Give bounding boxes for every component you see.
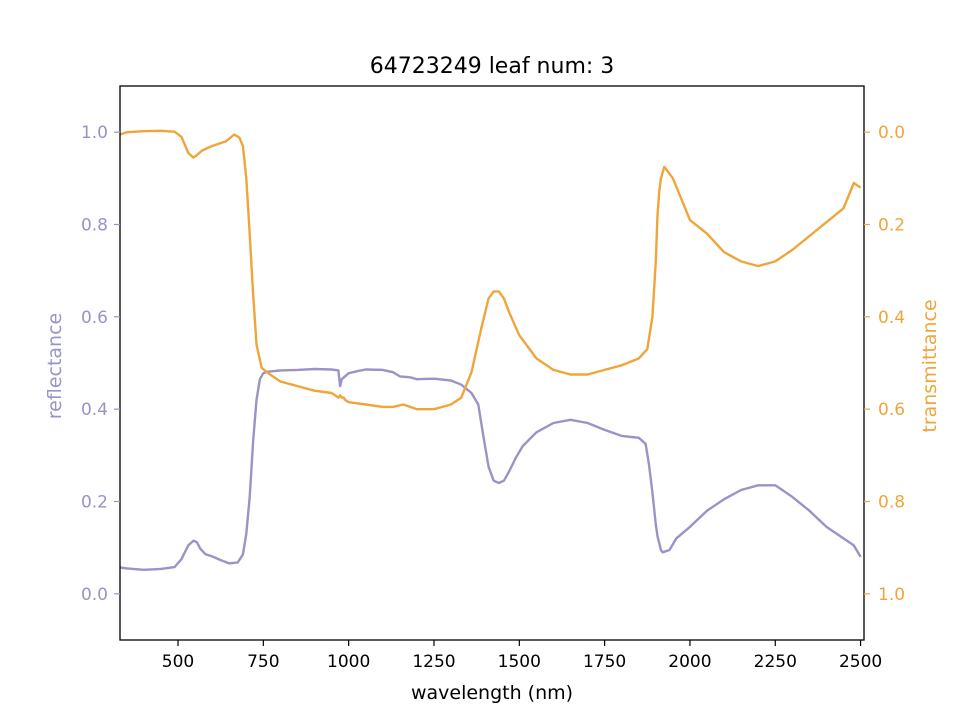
x-tick-label: 500: [162, 652, 194, 672]
y-right-axis-label: transmittance: [919, 299, 941, 432]
x-tick-label: 2250: [754, 652, 797, 672]
y-right-tick-label: 1.0: [878, 585, 905, 605]
x-tick-label: 2000: [668, 652, 711, 672]
y-left-tick-label: 0.2: [81, 493, 108, 513]
x-tick-label: 750: [247, 652, 279, 672]
transmittance-line: [120, 129, 862, 411]
y-left-tick-label: 0.0: [81, 585, 108, 605]
y-left-tick-label: 0.8: [81, 216, 108, 236]
y-right-tick-label: 0.8: [878, 493, 905, 513]
y-left-axis-ticks: 0.0 0.2 0.4 0.6 0.8 1.0: [81, 123, 120, 605]
x-tick-label: 1000: [327, 652, 370, 672]
x-tick-label: 1250: [412, 652, 455, 672]
x-tick-label: 1750: [583, 652, 626, 672]
y-left-tick-label: 0.4: [81, 400, 108, 420]
reflectance-line: [120, 367, 862, 571]
y-right-tick-label: 0.0: [878, 123, 905, 143]
y-right-tick-label: 0.2: [878, 216, 905, 236]
y-left-axis-label: reflectance: [44, 313, 66, 419]
y-right-tick-label: 0.4: [878, 308, 905, 328]
y-left-tick-label: 1.0: [81, 123, 108, 143]
y-right-axis-ticks: 0.0 0.2 0.4 0.6 0.8 1.0: [864, 123, 905, 605]
x-tick-label: 2500: [839, 652, 882, 672]
x-tick-label: 1500: [498, 652, 541, 672]
x-axis-ticks: 500 750 1000 1250 1500 1750 2000 2250 2500: [162, 640, 882, 672]
y-left-tick-label: 0.6: [81, 308, 108, 328]
plot-frame: [119, 85, 865, 641]
plot-area: [119, 85, 865, 641]
y-right-tick-label: 0.6: [878, 400, 905, 420]
x-axis-label: wavelength (nm): [411, 682, 573, 704]
chart-title: 64723249 leaf num: 3: [370, 54, 615, 79]
